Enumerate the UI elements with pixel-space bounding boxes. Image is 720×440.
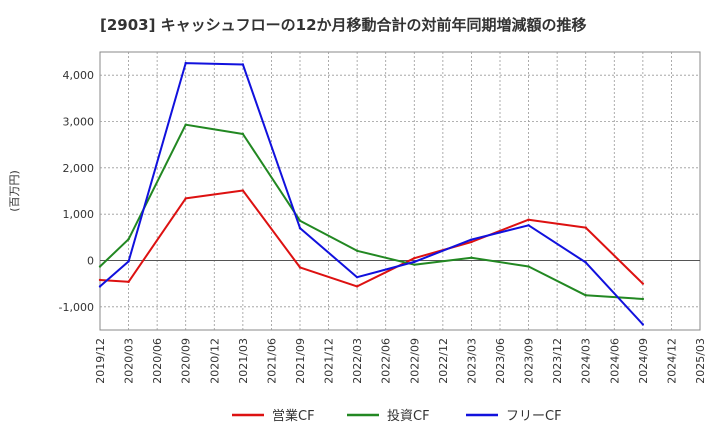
plot-frame [99,51,701,331]
plot-area [99,51,701,331]
series-layer [98,61,645,326]
data-point [298,219,302,222]
data-point [355,249,359,252]
y-axis-label: (百万円) [8,170,21,212]
x-tick-label: 2023/03 [465,338,478,384]
x-tick-label: 2020/06 [151,338,164,384]
data-point [413,260,416,264]
data-point [527,224,530,227]
x-tick-label: 2023/12 [551,338,564,384]
x-axis: 2019/12 2020/03 2020/06 2020/09 2020/12 2021/… [94,338,707,384]
data-point [127,260,130,263]
data-point [241,63,245,66]
data-point [298,226,302,230]
x-tick-label: 2020/03 [123,338,136,384]
legend: 営業CF 投資CF フリーCF [232,408,562,424]
data-point [241,189,245,192]
data-point [470,256,473,259]
data-point [641,282,645,285]
x-tick-label: 2021/09 [294,338,307,384]
chart-title: [2903] キャッシュフローの12か月移動合計の対前年同期増減額の推移 [100,16,587,34]
x-tick-label: 2022/06 [380,338,393,384]
data-point [98,265,102,268]
x-tick-label: 2021/12 [323,338,336,384]
data-point [127,280,130,284]
y-tick-label: 1,000 [63,208,95,221]
x-tick-label: 2021/03 [237,338,250,384]
legend-label-2: フリーCF [506,409,562,424]
data-point [241,132,245,136]
data-point [527,218,530,221]
x-tick-label: 2023/06 [494,338,507,384]
data-point [470,238,473,241]
y-tick-label: 3,000 [63,116,95,129]
data-point [413,256,416,260]
data-point [584,226,587,229]
x-tick-label: 2024/09 [637,338,650,384]
x-tick-label: 2022/09 [408,338,421,384]
data-point [184,123,187,126]
gridlines [100,52,700,330]
data-point [355,275,359,279]
x-tick-label: 2021/06 [265,338,278,384]
x-tick-label: 2022/03 [351,338,364,384]
x-tick-label: 2024/06 [608,338,621,384]
data-point [184,61,187,65]
data-point [413,263,416,266]
legend-label-0: 営業CF [272,408,315,424]
data-point [584,261,587,264]
data-point [298,266,302,269]
x-tick-label: 2022/12 [437,338,450,384]
x-tick-label: 2025/03 [694,338,707,384]
y-tick-label: -1,000 [59,301,94,314]
data-point [355,285,359,288]
legend-label-1: 投資CF [387,408,430,424]
data-point [98,278,102,282]
y-tick-label: 4,000 [63,69,95,82]
y-tick-label: 0 [87,255,94,268]
x-tick-label: 2023/09 [523,338,536,384]
data-point [584,294,587,297]
y-tick-label: 2,000 [63,162,95,175]
x-tick-label: 2019/12 [94,338,107,384]
data-point [527,265,530,268]
x-tick-label: 2024/12 [665,338,678,384]
data-point [127,237,130,241]
y-axis: -1,000 0 1,000 2,000 3,000 4,000 [59,69,94,314]
data-point [641,323,645,326]
data-point [184,197,187,200]
data-point [98,285,102,288]
x-tick-label: 2024/03 [580,338,593,384]
x-tick-label: 2020/09 [180,338,193,384]
data-point [470,240,473,244]
x-tick-label: 2020/12 [208,338,221,384]
data-point [641,297,645,301]
